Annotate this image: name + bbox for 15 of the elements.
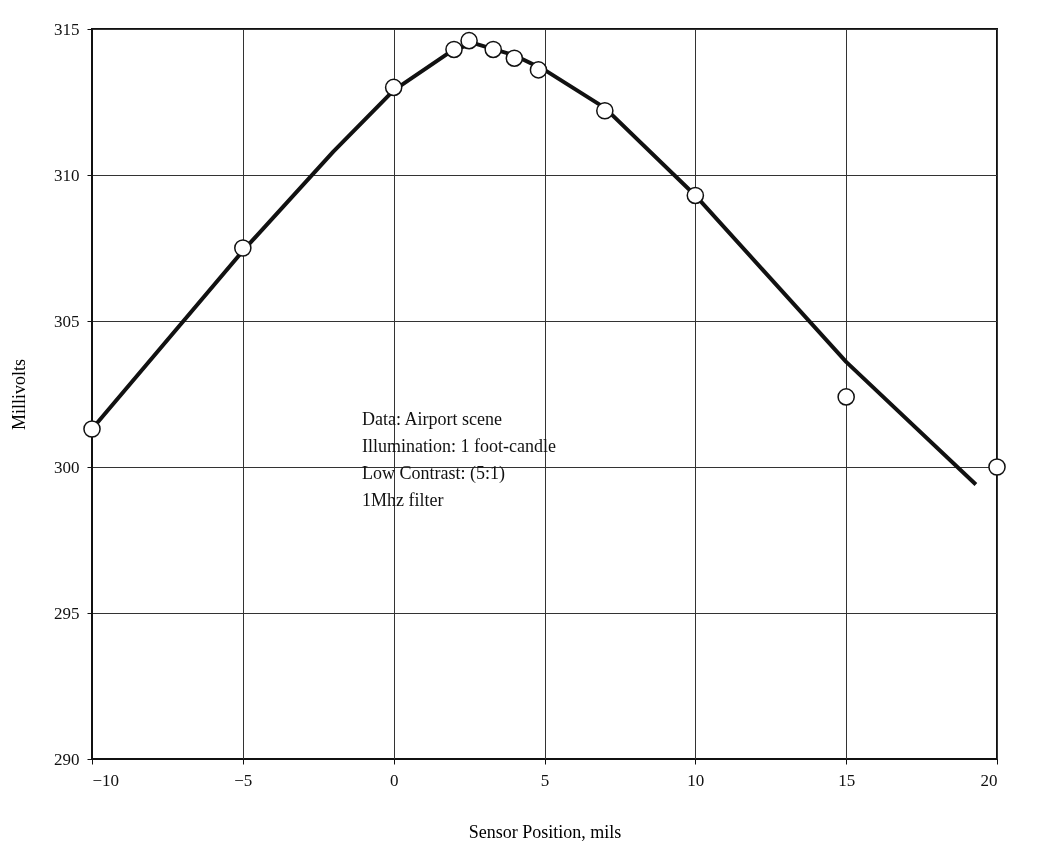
x-tick-label: 5 <box>540 770 550 790</box>
y-tick-label: 305 <box>54 311 80 331</box>
x-axis-title: Sensor Position, mils <box>468 821 622 842</box>
x-tick-label: −5 <box>234 770 253 790</box>
x-tick-label: 0 <box>389 770 399 790</box>
x-tick-label: −10 <box>92 770 120 790</box>
y-tick-label: 290 <box>54 749 80 769</box>
x-tick-label: 10 <box>687 770 705 790</box>
x-tick-label: 20 <box>980 770 998 790</box>
y-tick-label: 295 <box>54 603 80 623</box>
y-axis-title: Millivolts <box>9 358 29 431</box>
y-tick-label: 315 <box>54 19 80 39</box>
y-tick-label: 310 <box>54 165 80 185</box>
y-tick-label: 300 <box>54 457 80 477</box>
x-tick-label: 15 <box>838 770 856 790</box>
